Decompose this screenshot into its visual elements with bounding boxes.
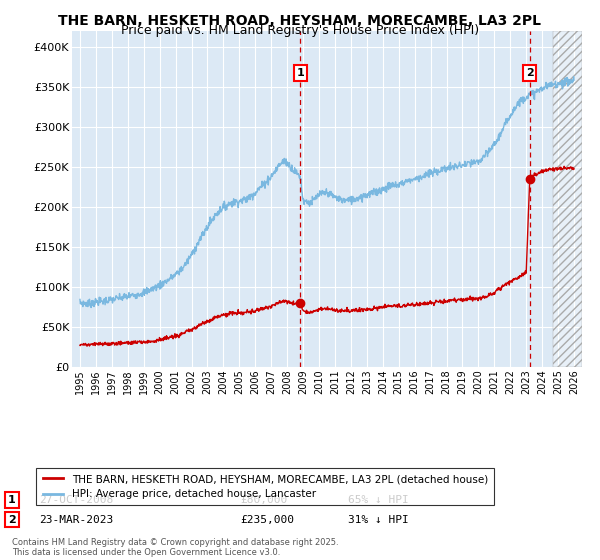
Text: 1: 1 [296,68,304,78]
Text: 23-MAR-2023: 23-MAR-2023 [39,515,113,525]
Text: 1: 1 [8,495,16,505]
Text: 27-OCT-2008: 27-OCT-2008 [39,495,113,505]
Text: £235,000: £235,000 [240,515,294,525]
Legend: THE BARN, HESKETH ROAD, HEYSHAM, MORECAMBE, LA3 2PL (detached house), HPI: Avera: THE BARN, HESKETH ROAD, HEYSHAM, MORECAM… [37,468,494,506]
Text: 2: 2 [526,68,533,78]
Text: 2: 2 [8,515,16,525]
Text: Price paid vs. HM Land Registry's House Price Index (HPI): Price paid vs. HM Land Registry's House … [121,24,479,37]
Text: Contains HM Land Registry data © Crown copyright and database right 2025.
This d: Contains HM Land Registry data © Crown c… [12,538,338,557]
Bar [553,31,582,367]
Bar [553,31,582,367]
Text: 65% ↓ HPI: 65% ↓ HPI [348,495,409,505]
Text: £80,000: £80,000 [240,495,287,505]
Text: 31% ↓ HPI: 31% ↓ HPI [348,515,409,525]
Text: THE BARN, HESKETH ROAD, HEYSHAM, MORECAMBE, LA3 2PL: THE BARN, HESKETH ROAD, HEYSHAM, MORECAM… [59,14,542,28]
